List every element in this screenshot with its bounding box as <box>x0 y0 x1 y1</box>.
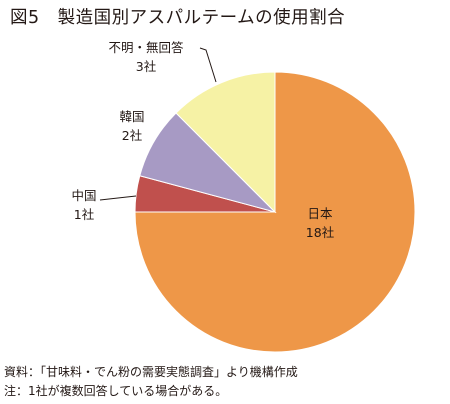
slice-label-0: 日本 <box>307 206 333 221</box>
chart-title-text: 製造国別アスパルテームの使用割合 <box>57 8 346 28</box>
slice-value-label-3: 3社 <box>136 59 156 74</box>
slice-value-label-2: 2社 <box>122 128 142 143</box>
slice-label-1: 中国 <box>71 188 96 203</box>
pie-slice-0 <box>134 71 416 353</box>
chart-title: 図5 製造国別アスパルテームの使用割合 <box>10 4 345 29</box>
slice-value-label-1: 1社 <box>74 207 94 222</box>
leader-line-3 <box>199 47 217 83</box>
figure-number: 図5 <box>10 8 40 28</box>
source-note: 資料：「甘味料・でん粉の需要実態調査」より機構作成 <box>4 365 298 379</box>
slice-value-label-0: 18社 <box>306 225 334 240</box>
slice-label-3: 不明・無回答 <box>108 40 184 55</box>
slice-label-2: 韓国 <box>119 109 144 124</box>
leader-line-1 <box>99 195 137 201</box>
footnote: 注：1社が複数回答している場合がある。 <box>4 384 228 398</box>
pie-slice-3 <box>175 71 276 214</box>
